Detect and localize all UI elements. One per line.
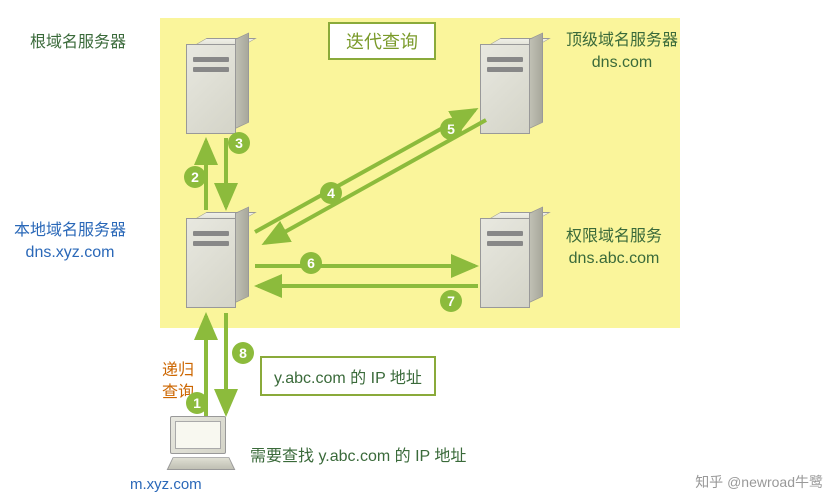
step-circle-4: 4 (320, 182, 342, 204)
auth-line1: 权限域名服务 (566, 228, 662, 245)
query-text: 需要查找 y.abc.com 的 IP 地址 (250, 446, 466, 468)
diagram-title: 迭代查询 (328, 22, 436, 60)
local-line2: dns.xyz.com (26, 244, 115, 261)
auth-server-label: 权限域名服务 dns.abc.com (566, 226, 662, 271)
tld-server-label: 顶级域名服务器 dns.com (566, 30, 678, 75)
local-server-icon (186, 210, 250, 310)
step-circle-3: 3 (228, 132, 250, 154)
tld-line1: 顶级域名服务器 (566, 32, 678, 49)
step-circle-7: 7 (440, 290, 462, 312)
auth-server-icon (480, 210, 544, 310)
step-circle-8: 8 (232, 342, 254, 364)
local-server-label: 本地域名服务器 dns.xyz.com (14, 220, 126, 265)
ip-result-box: y.abc.com 的 IP 地址 (260, 356, 436, 396)
client-label: m.xyz.com (130, 474, 202, 495)
root-server-icon (186, 36, 250, 136)
tld-server-icon (480, 36, 544, 136)
auth-line2: dns.abc.com (569, 250, 660, 267)
recur-line1: 递归 (162, 362, 194, 379)
root-server-label: 根域名服务器 (30, 32, 126, 54)
tld-line2: dns.com (592, 54, 652, 71)
step-circle-2: 2 (184, 166, 206, 188)
client-computer-icon (170, 416, 240, 471)
step-circle-5: 5 (440, 118, 462, 140)
step-circle-1: 1 (186, 392, 208, 414)
watermark: 知乎 @newroad牛鹭 (695, 472, 823, 492)
local-line1: 本地域名服务器 (14, 222, 126, 239)
step-circle-6: 6 (300, 252, 322, 274)
